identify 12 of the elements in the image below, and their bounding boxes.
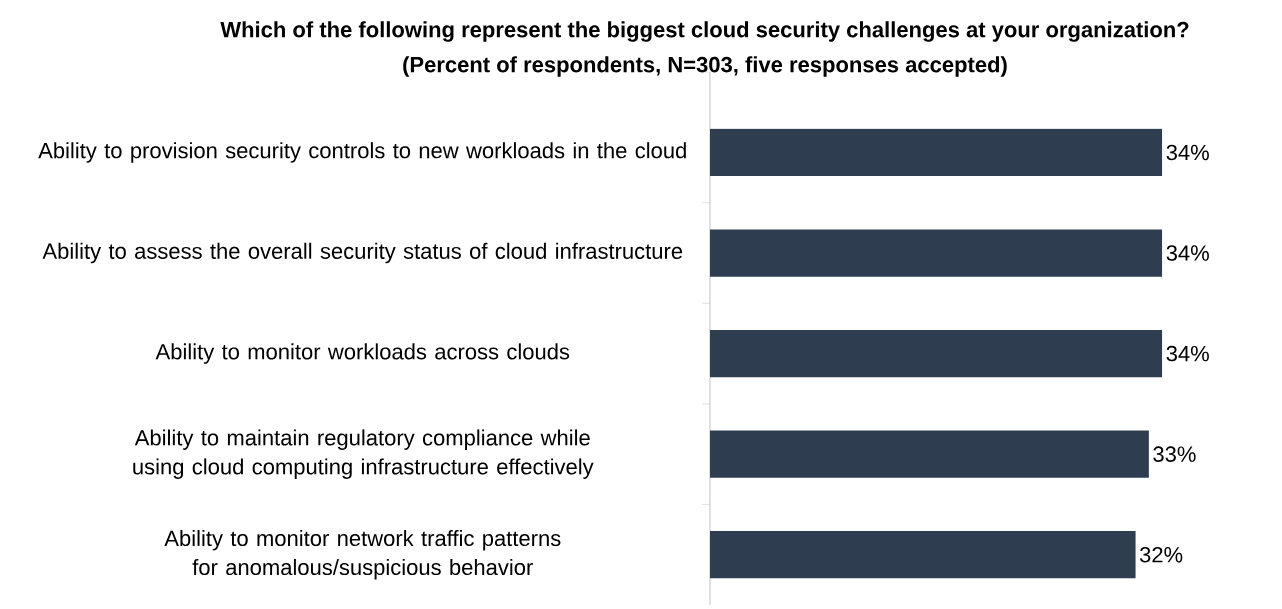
y-tick-label: Ability to monitor network traffic patterns for anomalous/suspicious behavior xyxy=(164,529,561,580)
data-label: 33% xyxy=(1153,446,1196,462)
chart-subtitle: (Percent of respondents, N=303, five responses accepted) xyxy=(403,56,1007,77)
y-tick-label: Ability to assess the overall security status of cloud infrastructure xyxy=(42,242,683,264)
data-label: 34% xyxy=(1166,245,1209,261)
data-label: 34% xyxy=(1166,144,1209,161)
y-tick-label: Ability to maintain regulatory compliance while using cloud computing infrastructure effectively xyxy=(133,429,594,479)
y-tick-label: Ability to provision security controls to new workloads in the cloud xyxy=(38,142,686,163)
chart-title: Which of the following represent the biggest cloud security challenges at your organization? xyxy=(220,21,1189,42)
y-tick-label: Ability to monitor workloads across clouds xyxy=(155,343,570,364)
data-label: 34% xyxy=(1166,345,1209,362)
data-label: 32% xyxy=(1139,546,1183,563)
